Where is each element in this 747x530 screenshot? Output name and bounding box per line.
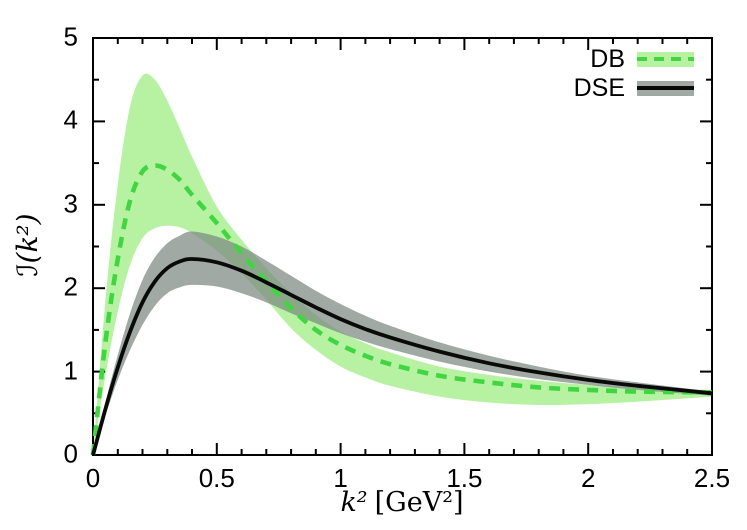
- db-uncertainty-band: [93, 73, 712, 456]
- legend-swatch-db-band: [637, 51, 694, 67]
- legend-dashed-line-sample: [637, 57, 694, 61]
- legend-solid-line-sample: [637, 86, 694, 90]
- legend-item-dse: DSE: [574, 75, 694, 101]
- x-tick-label: 1: [333, 463, 348, 493]
- y-axis-label-argument: (k²): [11, 213, 44, 264]
- db-curve: [90, 163, 713, 456]
- x-tick-label: 0.5: [198, 463, 235, 493]
- x-tick-label: 2: [580, 463, 596, 493]
- y-tick-label: 0: [63, 438, 78, 469]
- x-tick-label: 1.5: [446, 463, 483, 493]
- legend: DB DSE: [574, 46, 694, 101]
- y-axis-label-function: ℐ: [11, 263, 44, 277]
- y-tick-label: 3: [63, 188, 78, 219]
- y-tick-label: 4: [63, 104, 78, 135]
- x-axis-label-variable: k²: [340, 487, 368, 518]
- x-tick-label: 2.5: [693, 463, 731, 493]
- x-tick-label: 0: [85, 463, 101, 493]
- y-tick-label: 5: [63, 21, 78, 52]
- y-tick-label: 2: [63, 271, 78, 302]
- axis-ticks: [92, 37, 713, 456]
- dse-curve: [91, 257, 713, 456]
- dse-uncertainty-band: [93, 231, 712, 455]
- legend-swatch-dse-band: [637, 80, 694, 96]
- x-axis-label: k² [GeV²]: [251, 487, 553, 518]
- legend-item-db: DB: [590, 46, 694, 72]
- legend-label-dse: DSE: [573, 74, 625, 102]
- legend-label-db: DB: [590, 45, 625, 73]
- x-axis-label-unit: [GeV²]: [374, 487, 464, 518]
- y-tick-label: 1: [63, 354, 78, 385]
- y-axis-label: ℐ(k²): [11, 145, 45, 345]
